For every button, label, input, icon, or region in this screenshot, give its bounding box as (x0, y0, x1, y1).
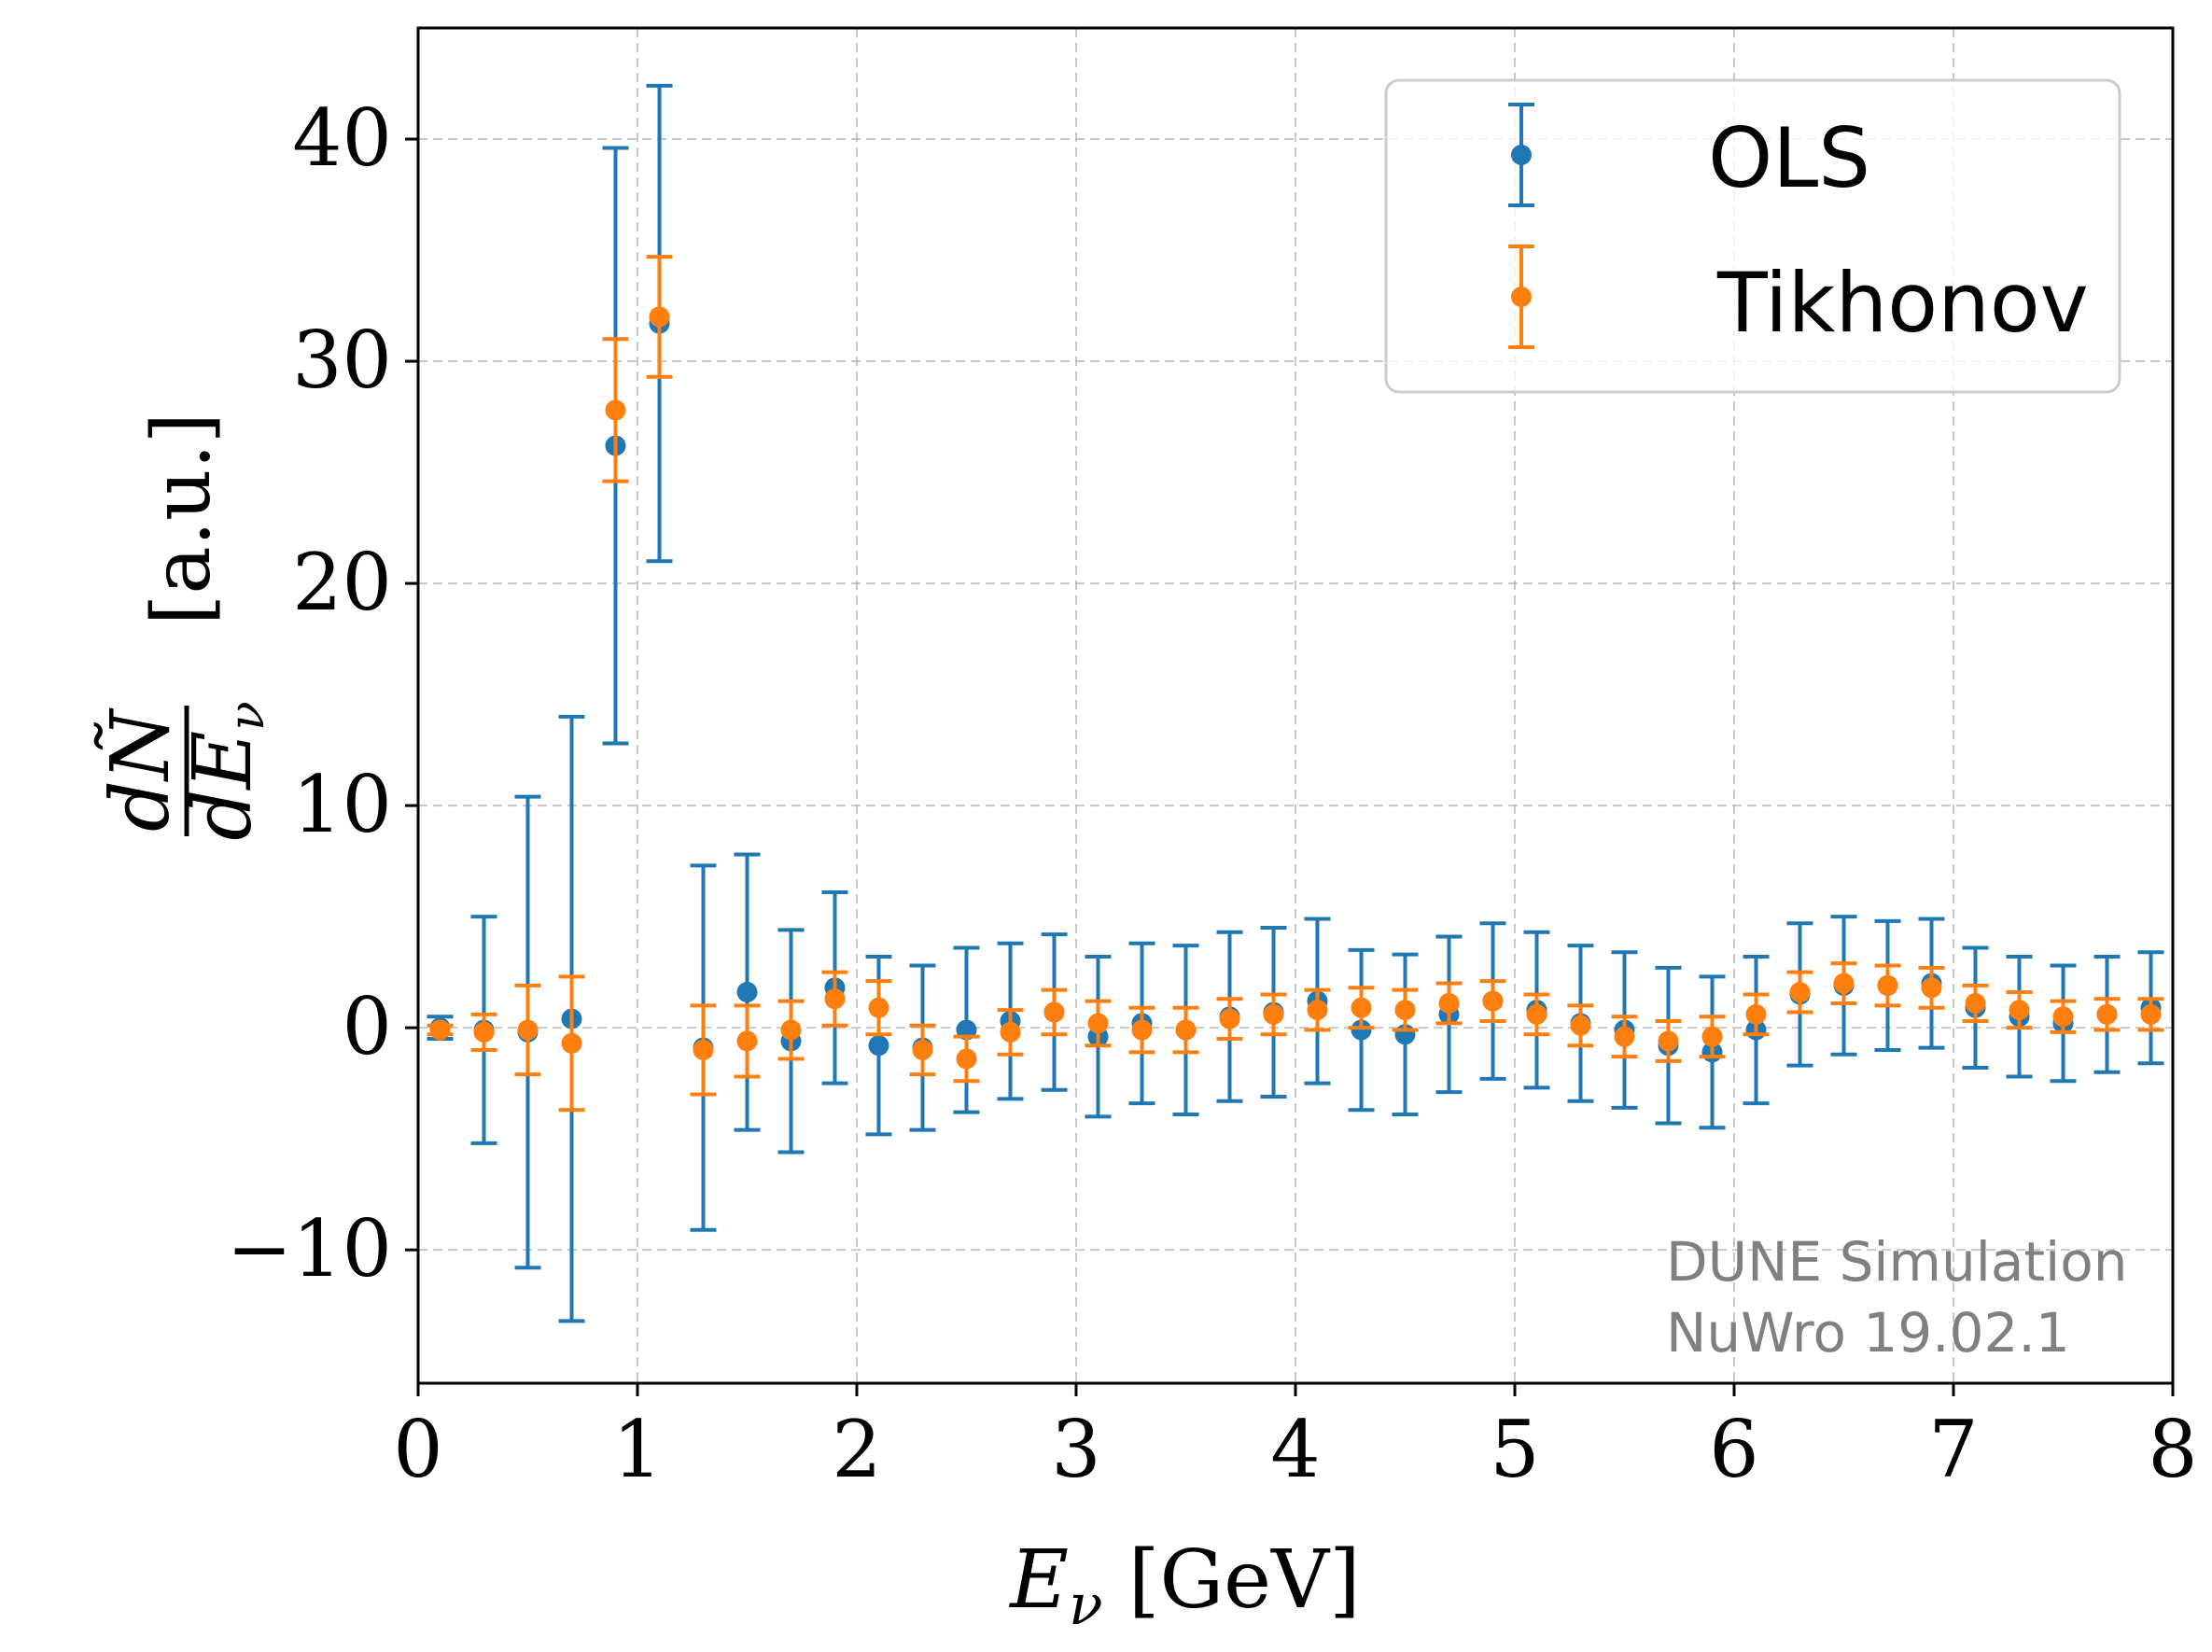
x-tick-label: 1 (612, 1404, 662, 1495)
data-point (1965, 992, 1986, 1014)
data-point (956, 1048, 977, 1070)
series-layer (427, 83, 2164, 1323)
data-point (1482, 990, 1504, 1012)
data-point (1921, 977, 1942, 999)
data-point (1438, 992, 1460, 1014)
data-point (736, 1030, 758, 1052)
data-point (1087, 1013, 1109, 1034)
data-point (736, 982, 758, 1003)
annotation-dune-simulation: DUNE Simulation (1666, 1230, 2128, 1294)
y-tick-label: 40 (292, 92, 392, 184)
legend-label-tikhonov: Tikhonov (1716, 255, 2089, 351)
data-point (1175, 1019, 1197, 1041)
svg-text:[a.u.]: [a.u.] (135, 413, 229, 625)
data-point (1000, 1021, 1021, 1043)
legend-marker (1511, 287, 1532, 307)
x-tick-label: 4 (1270, 1404, 1320, 1495)
data-point (1219, 1008, 1240, 1029)
x-tick-label: 2 (832, 1404, 881, 1495)
data-point (1789, 982, 1811, 1003)
data-point (2052, 1006, 2074, 1028)
data-point (1614, 1026, 1635, 1047)
y-axis-label: dÑ dEν [a.u.] (94, 413, 275, 841)
data-point (605, 399, 626, 421)
data-point (1745, 1003, 1767, 1025)
data-point (1131, 1019, 1153, 1041)
data-point (429, 1019, 451, 1041)
data-point (1351, 997, 1372, 1018)
data-point (1877, 974, 1898, 996)
legend-label-ols: OLS (1708, 110, 1870, 206)
data-point (1351, 1019, 1372, 1041)
x-tick-label: 8 (2148, 1404, 2197, 1495)
x-tick-label: 7 (1928, 1404, 1978, 1495)
data-point (1570, 1015, 1591, 1036)
series-tikhonov (427, 255, 2164, 1113)
data-point (1307, 1000, 1328, 1021)
data-point (473, 1021, 495, 1043)
data-point (912, 1039, 933, 1060)
data-point (1701, 1026, 1723, 1047)
y-tick-label: 30 (292, 315, 392, 406)
data-point (1833, 973, 1855, 994)
data-point (2009, 1000, 2030, 1021)
data-point (1043, 1001, 1065, 1023)
legend-box (1384, 78, 2121, 394)
data-point (1658, 1030, 1679, 1052)
x-tick-label: 6 (1709, 1404, 1758, 1495)
y-tick-label: 10 (292, 759, 392, 850)
data-point (1394, 1000, 1416, 1021)
legend-item-ols (1508, 103, 1534, 207)
legend-item-tikhonov (1508, 245, 1534, 349)
ticks: 0 1 2 3 4 5 6 7 8 −10 0 10 20 30 40 (227, 92, 2198, 1495)
data-point (649, 306, 670, 328)
x-axis-label: Eν [GeV] (1008, 1533, 1360, 1638)
data-point (1263, 1003, 1284, 1025)
data-point (868, 1035, 889, 1057)
svg-text:dEν: dEν (176, 701, 275, 840)
y-tick-label: 20 (292, 537, 392, 628)
svg-text:dÑ: dÑ (94, 707, 188, 832)
data-point (824, 988, 846, 1010)
legend-marker (1511, 145, 1532, 165)
data-point (561, 1032, 582, 1054)
data-point (2140, 1003, 2162, 1025)
data-point (1526, 1003, 1547, 1025)
y-tick-label: 0 (343, 981, 392, 1072)
data-point (868, 997, 889, 1018)
x-tick-label: 3 (1051, 1404, 1100, 1495)
x-tick-label: 5 (1490, 1404, 1539, 1495)
data-point (693, 1039, 714, 1060)
data-point (517, 1019, 539, 1041)
legend: OLS Tikhonov (1384, 78, 2121, 394)
x-tick-label: 0 (393, 1404, 442, 1495)
annotation-nuwro-version: NuWro 19.02.1 (1666, 1301, 2070, 1365)
y-tick-label: −10 (227, 1203, 392, 1295)
data-point (2096, 1003, 2118, 1025)
data-point (780, 1019, 802, 1041)
